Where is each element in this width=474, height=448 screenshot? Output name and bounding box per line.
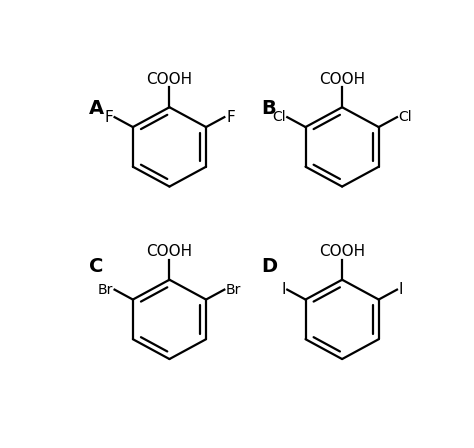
Text: Br: Br bbox=[98, 283, 113, 297]
Text: COOH: COOH bbox=[319, 244, 365, 259]
Text: D: D bbox=[261, 257, 277, 276]
Text: Cl: Cl bbox=[272, 110, 285, 124]
Text: F: F bbox=[226, 110, 235, 125]
Text: COOH: COOH bbox=[146, 72, 192, 86]
Text: I: I bbox=[281, 282, 285, 297]
Text: COOH: COOH bbox=[146, 244, 192, 259]
Text: C: C bbox=[89, 257, 103, 276]
Text: A: A bbox=[89, 99, 104, 118]
Text: Br: Br bbox=[226, 283, 241, 297]
Text: Cl: Cl bbox=[399, 110, 412, 124]
Text: COOH: COOH bbox=[319, 72, 365, 86]
Text: F: F bbox=[104, 110, 113, 125]
Text: I: I bbox=[399, 282, 403, 297]
Text: B: B bbox=[261, 99, 276, 118]
